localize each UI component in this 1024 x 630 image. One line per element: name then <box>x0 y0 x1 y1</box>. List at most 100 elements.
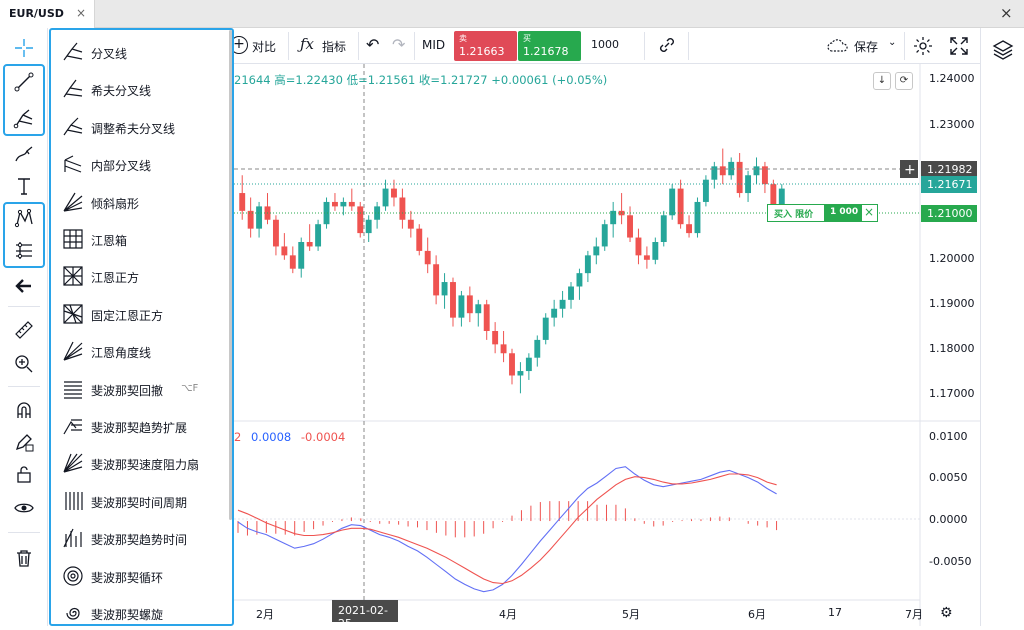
redo-icon[interactable]: ↷ <box>392 35 406 54</box>
menu-item-fib-circles[interactable]: 斐波那契循环 <box>51 558 231 595</box>
save-button[interactable]: 保存 <box>854 40 879 54</box>
macd-axis-label: 0.0000 <box>929 513 968 526</box>
link-icon[interactable] <box>656 34 678 59</box>
quantity-input[interactable]: 1000 <box>591 38 619 51</box>
window-close-icon[interactable]: × <box>1000 4 1013 22</box>
menu-item-label: 斐波那契回撤 <box>91 383 164 398</box>
candle-body <box>298 242 305 269</box>
candle-body <box>458 295 465 318</box>
buy-button[interactable]: 买 1.21678 <box>518 31 581 61</box>
tab-label: EUR/USD <box>9 7 64 20</box>
brush-icon[interactable] <box>10 140 38 168</box>
menu-item-label: 斐波那契趋势扩展 <box>91 421 188 435</box>
menu-item-label: 斐波那契趋势时间 <box>91 533 188 548</box>
macd-value-a: 2 <box>234 430 242 444</box>
scroll-down-icon[interactable]: ↓ <box>873 72 891 90</box>
menu-item-gann-square[interactable]: 江恩正方 <box>51 258 231 295</box>
macd-status-line: 2 0.0008 -0.0004 <box>234 430 345 444</box>
candle-body <box>660 215 667 242</box>
candle-body <box>281 246 288 256</box>
menu-item-label: 斐波那契速度阻力扇 <box>91 458 200 473</box>
candle-body <box>433 264 440 296</box>
candle-body <box>239 193 246 211</box>
gann-square-fixed-icon <box>63 304 83 324</box>
menu-scrollbar[interactable] <box>229 30 232 520</box>
menu-item-gann-box[interactable]: 江恩箱 <box>51 221 231 258</box>
pitchfork-tool-icon[interactable] <box>10 104 38 132</box>
compare-button[interactable]: 对比 <box>252 40 277 54</box>
macd-axis-label: 0.0100 <box>929 430 968 443</box>
candle-body <box>323 201 330 225</box>
candle-body <box>289 255 296 269</box>
fib-time-zone-icon <box>65 491 83 510</box>
settings-gear-icon[interactable] <box>912 35 934 60</box>
price-label: 1.20000 <box>929 252 975 265</box>
crosshair-plus-button[interactable] <box>900 160 918 178</box>
ruler-icon[interactable] <box>10 316 38 344</box>
unlock-icon[interactable] <box>10 460 38 488</box>
menu-item-label: 分叉线 <box>91 47 128 61</box>
last-price-tag: 1.21671 <box>921 176 977 193</box>
candle-body <box>441 282 448 296</box>
buy-price: 1.21678 <box>523 45 569 58</box>
indicators-button[interactable]: 指标 <box>322 40 347 54</box>
reset-chart-icon[interactable]: ⟳ <box>895 72 913 90</box>
menu-item-gann-square-fixed[interactable]: 固定江恩正方 <box>51 296 231 333</box>
menu-item-fib-extension[interactable]: 斐波那契趋势扩展 <box>51 408 231 445</box>
fullscreen-icon[interactable] <box>948 35 970 60</box>
menu-item-schiff-pitchfork[interactable]: 希夫分叉线 <box>51 71 231 108</box>
candle-body <box>627 215 633 238</box>
indicators-icon: ƒx <box>300 35 315 53</box>
menu-item-fib-retracement[interactable]: 斐波那契回撤 ⌥F <box>51 371 231 408</box>
crosshair-date-tag: 2021-02-25 <box>332 600 398 630</box>
order-quantity[interactable]: 1 000 <box>824 205 862 221</box>
menu-item-pitchfan[interactable]: 倾斜扇形 <box>51 184 231 221</box>
menu-item-fib-time-zone[interactable]: 斐波那契时间周期 <box>51 483 231 520</box>
prediction-tool-icon[interactable] <box>10 236 38 264</box>
menu-item-label: 内部分叉线 <box>91 159 152 174</box>
menu-item-inside-pitchfork[interactable]: 内部分叉线 <box>51 146 231 183</box>
layers-icon[interactable] <box>991 38 1015 65</box>
limit-order-tag[interactable]: 买入 限价 1 000 × <box>767 204 878 222</box>
gann-box-icon <box>63 229 83 249</box>
time-label: 5月 <box>622 608 640 621</box>
macd-axis-label: -0.0050 <box>929 555 972 568</box>
crosshair-icon[interactable] <box>10 34 38 62</box>
menu-item-pitchfork[interactable]: 分叉线 <box>51 34 231 71</box>
candle-body <box>643 255 650 260</box>
menu-item-label: 江恩箱 <box>91 234 128 248</box>
tool-group-highlight <box>3 64 45 136</box>
trend-line-icon[interactable] <box>10 68 38 96</box>
trash-icon[interactable] <box>10 544 38 572</box>
left-drawing-toolbar <box>0 28 48 626</box>
plus-icon: + <box>904 162 916 178</box>
mid-label[interactable]: MID <box>422 38 446 52</box>
order-close-icon[interactable]: × <box>864 205 875 219</box>
lock-pencil-icon[interactable] <box>10 428 38 456</box>
undo-icon[interactable]: ↶ <box>366 35 380 54</box>
tab-close-icon[interactable]: × <box>76 6 87 20</box>
menu-item-label: 调整希夫分叉线 <box>91 121 176 136</box>
menu-item-fib-speed-fan[interactable]: 斐波那契速度阻力扇 <box>51 445 231 482</box>
eye-icon[interactable] <box>10 494 38 522</box>
menu-item-shortcut: ⌥F <box>181 382 199 394</box>
price-label: 1.19000 <box>929 297 975 310</box>
candle-body <box>466 295 473 314</box>
tab-eurusd[interactable]: EUR/USD × <box>0 0 95 28</box>
save-dropdown-icon[interactable]: ⌄ <box>888 37 897 48</box>
candle-body <box>348 201 355 207</box>
text-tool-icon[interactable] <box>10 172 38 200</box>
candle-body <box>677 188 684 225</box>
magnet-icon[interactable] <box>10 396 38 424</box>
chart-area[interactable]: + <box>234 64 980 626</box>
axis-settings-gear-icon[interactable]: ⚙ <box>940 605 953 621</box>
menu-item-modified-schiff-pitchfork[interactable]: 调整希夫分叉线 <box>51 109 231 146</box>
menu-item-fib-trend-time[interactable]: 斐波那契趋势时间 <box>51 520 231 557</box>
menu-item-fib-spiral[interactable]: 斐波那契螺旋 <box>51 595 231 624</box>
back-arrow-icon[interactable] <box>10 272 38 300</box>
sell-button[interactable]: 卖 1.21663 <box>454 31 517 61</box>
pattern-tool-icon[interactable] <box>10 204 38 232</box>
menu-item-gann-fan[interactable]: 江恩角度线 <box>51 333 231 370</box>
candle-body <box>686 224 692 234</box>
zoom-in-icon[interactable] <box>10 350 38 378</box>
